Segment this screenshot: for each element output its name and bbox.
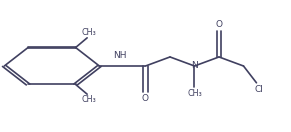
Text: NH: NH <box>113 51 126 60</box>
Text: Cl: Cl <box>254 85 263 94</box>
Text: CH₃: CH₃ <box>81 28 96 37</box>
Text: CH₃: CH₃ <box>187 89 202 98</box>
Text: CH₃: CH₃ <box>81 95 96 104</box>
Text: O: O <box>216 20 223 29</box>
Text: N: N <box>191 61 198 70</box>
Text: O: O <box>142 95 149 103</box>
